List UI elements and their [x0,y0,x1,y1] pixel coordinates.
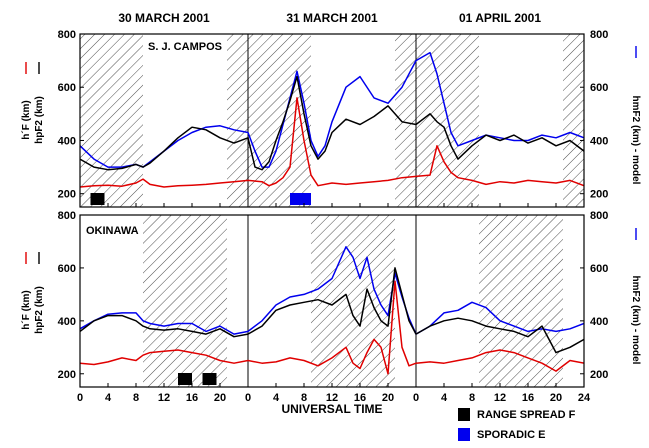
legend-sporadic-e-label: SPORADIC E [477,429,545,441]
series-group [80,246,584,375]
night-shading-1 [311,215,395,387]
y-tick-label-right: 600 [590,263,608,275]
y-tick-label: 800 [58,29,76,41]
spread-f-marker-0 [178,373,192,385]
day-title-2: 31 MARCH 2001 [286,11,378,25]
series-hmf2-model [80,246,584,335]
x-tick-label: 16 [354,392,366,404]
x-tick-label: 4 [273,392,280,404]
night-shading-0 [80,34,143,207]
series-hmf2-model [80,51,584,168]
night-shading-3 [563,34,584,207]
right-axis-labels: hmF2 (km) - model hmF2 (km) - model [630,46,641,365]
y-tick-label-right: 200 [590,369,608,381]
y-tick-label: 200 [58,369,76,381]
day-title-1: 30 MARCH 2001 [118,11,210,25]
night-shading-2 [395,34,479,207]
x-tick-label: 16 [186,392,198,404]
x-tick-label: 24 [578,392,591,404]
x-tick-label: 20 [382,392,394,404]
series-hpf2 [80,75,584,171]
y-tick-label: 600 [58,82,76,94]
panel-sj-campos [79,33,585,208]
hF-axis-label-bottom: h´F (km) [21,290,32,329]
legend: RANGE SPREAD F SPORADIC E [458,408,576,441]
y-tick-label: 600 [58,263,76,275]
series-hpf2 [80,267,584,354]
x-tick-label: 20 [214,392,226,404]
x-tick-label: 8 [469,392,475,404]
x-axis-label: UNIVERSAL TIME [281,402,382,416]
legend-sporadic-e-swatch [458,428,470,441]
panel-okinawa [79,214,585,388]
x-tick-label: 0 [77,392,83,404]
hpF2-axis-label-bottom: hpF2 (km) [34,286,45,334]
x-tick-label: 8 [133,392,139,404]
legend-spread-f-label: RANGE SPREAD F [477,409,576,421]
left-axis-labels-top: h´F (km) hpF2 (km) [21,62,45,144]
y-tick-label-right: 200 [590,189,608,201]
left-axis-labels-bottom: h´F (km) hpF2 (km) [21,252,45,334]
series-group [80,51,584,188]
x-tick-label: 4 [105,392,112,404]
sporadic-e-marker-0 [290,193,311,205]
x-tick-label: 8 [301,392,307,404]
legend-spread-f-swatch [458,408,470,421]
x-tick-label: 16 [522,392,534,404]
y-tick-label-right: 800 [590,210,608,222]
y-tick-label-right: 400 [590,135,608,147]
station-label-okinawa: OKINAWA [86,225,139,237]
y-tick-label-right: 800 [590,29,608,41]
hpF2-axis-label: hpF2 (km) [34,96,45,144]
y-tick-label: 200 [58,189,76,201]
y-tick-label: 400 [58,135,76,147]
series-h-f [80,280,584,375]
station-label-sj-campos: S. J. CAMPOS [148,41,222,53]
y-tick-label-right: 600 [590,82,608,94]
spread-f-marker-1 [202,373,217,385]
night-shading-0 [143,215,227,387]
x-tick-label: 0 [413,392,419,404]
y-tick-label: 800 [58,210,76,222]
night-shading-1 [227,34,311,207]
x-tick-label: 12 [326,392,338,404]
x-tick-label: 4 [441,392,448,404]
spread-f-marker-0 [90,193,105,205]
series-h-f [80,97,584,188]
x-tick-label: 20 [550,392,562,404]
model-axis-label-bottom: hmF2 (km) - model [630,276,641,365]
y-tick-label: 400 [58,316,76,328]
hF-axis-label: h´F (km) [21,100,32,139]
x-tick-label: 12 [494,392,506,404]
x-tick-label: 0 [245,392,251,404]
model-axis-label-top: hmF2 (km) - model [630,96,641,185]
night-shading-2 [479,215,563,387]
y-tick-label-right: 400 [590,316,608,328]
x-tick-label: 12 [158,392,170,404]
day-title-3: 01 APRIL 2001 [459,11,541,25]
